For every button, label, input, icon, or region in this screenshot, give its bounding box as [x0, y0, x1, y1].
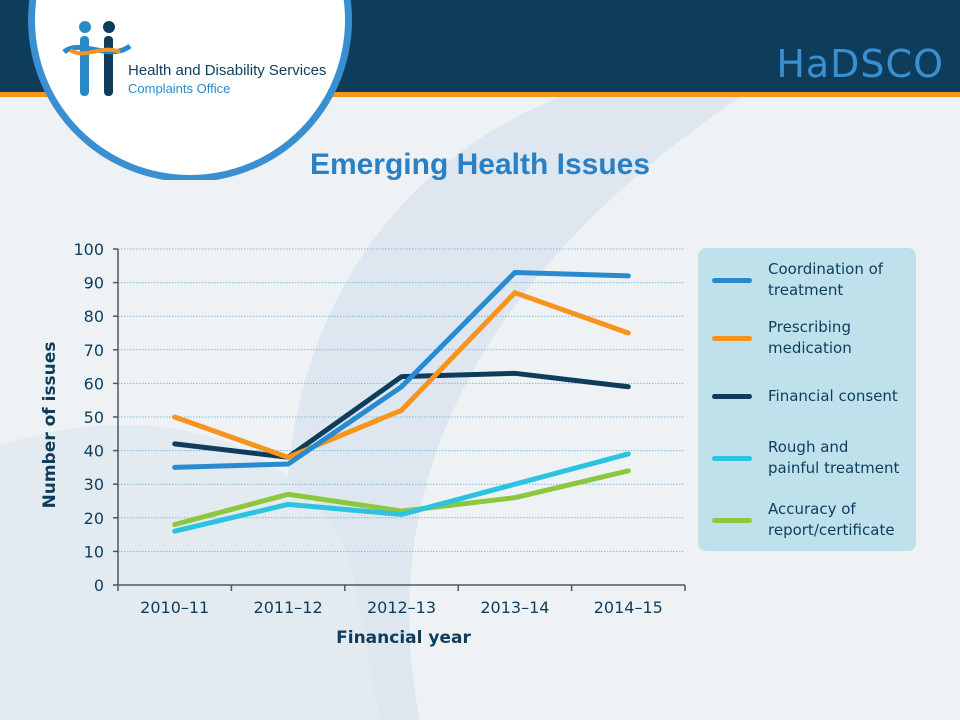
logo-org-subname: Complaints Office — [128, 81, 231, 96]
y-tick-label: 0 — [94, 576, 104, 595]
x-tick-label: 2014–15 — [594, 598, 663, 617]
legend-swatch — [712, 517, 752, 523]
legend-label-line: report/certificate — [768, 521, 895, 539]
legend-label-line: Accuracy of — [768, 500, 856, 518]
y-axis-title: Number of issues — [40, 342, 60, 509]
legend-item: Accuracy of report/certificate — [698, 499, 916, 541]
x-tick-label: 2011–12 — [254, 598, 323, 617]
x-tick-label: 2013–14 — [480, 598, 549, 617]
series-line-prescribing-medication — [172, 290, 631, 460]
y-tick-label: 90 — [84, 274, 104, 293]
legend-label-line: medication — [768, 339, 852, 357]
legend-label-line: Coordination of — [768, 260, 884, 278]
brand-wordmark: HaDSCO — [776, 42, 944, 86]
series-line-financial-consent — [172, 370, 631, 460]
legend-label-line: treatment — [768, 281, 844, 299]
series-line-accuracy-of-report-certificate — [172, 468, 631, 528]
logo-text: Health and Disability Services Complaint… — [128, 62, 326, 96]
legend-swatch — [712, 393, 752, 399]
legend-swatch — [712, 335, 752, 341]
x-axis-title: Financial year — [336, 628, 471, 648]
legend-item: Prescribing medication — [698, 317, 916, 359]
page-title: Emerging Health Issues — [309, 148, 651, 181]
legend-swatch — [712, 455, 752, 461]
legend-label-line: Rough and — [768, 438, 849, 456]
legend-item: Rough and painful treatment — [698, 437, 916, 479]
y-tick-label: 10 — [84, 542, 104, 561]
legend-item: Coordination of treatment — [698, 259, 916, 301]
legend-label-line: painful treatment — [768, 459, 900, 477]
y-tick-label: 20 — [84, 509, 104, 528]
legend-label-line: Prescribing — [768, 318, 851, 336]
legend-label: Financial consent — [768, 386, 898, 407]
y-tick-label: 40 — [84, 442, 104, 461]
header-accent-stripe — [0, 92, 960, 97]
y-tick-label: 50 — [84, 408, 104, 427]
logo-org-name: Health and Disability Services — [128, 62, 327, 79]
y-tick-label: 30 — [84, 475, 104, 494]
legend-label-line: Financial consent — [768, 386, 898, 405]
legend-label: Rough and painful treatment — [768, 437, 899, 479]
legend-label: Accuracy of report/certificate — [768, 499, 895, 541]
chart-legend: Coordination of treatment Prescribing medic… — [698, 248, 916, 551]
x-tick-label: 2012–13 — [367, 598, 436, 617]
y-tick-label: 100 — [73, 240, 104, 259]
logo-figures-icon — [62, 21, 132, 96]
x-tick-label: 2010–11 — [140, 598, 209, 617]
legend-item: Financial consent — [698, 386, 916, 407]
series-line-rough-and-painful-treatment — [172, 451, 631, 534]
y-tick-label: 70 — [84, 341, 104, 360]
y-tick-label: 80 — [84, 307, 104, 326]
legend-label: Prescribing medication — [768, 317, 852, 359]
logo-badge — [28, 0, 352, 180]
series-line-coordination-of-treatment — [172, 270, 631, 470]
legend-swatch — [712, 277, 752, 283]
legend-label: Coordination of treatment — [768, 259, 883, 301]
y-tick-label: 60 — [84, 374, 104, 393]
